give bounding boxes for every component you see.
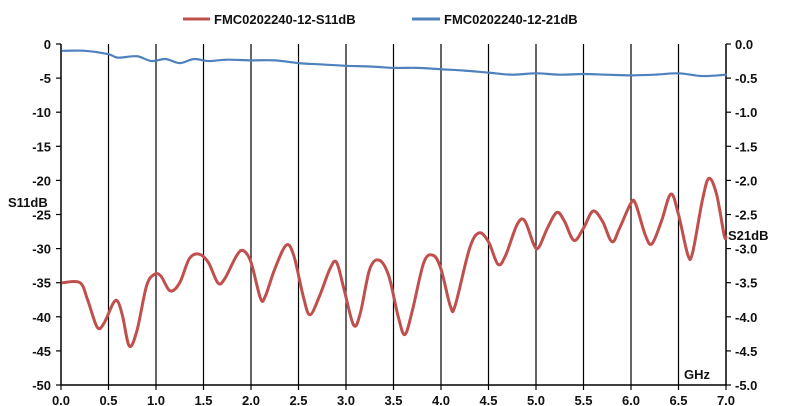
y-left-tick-label: -50 bbox=[32, 378, 51, 393]
y-left-tick-label: -30 bbox=[32, 242, 51, 257]
x-tick-label: 1.5 bbox=[194, 393, 212, 406]
y-right-tick-label: 0.0 bbox=[735, 37, 753, 52]
x-tick-label: 2.0 bbox=[242, 393, 260, 406]
axes bbox=[56, 43, 731, 390]
y-right-tick-label: -3.5 bbox=[735, 276, 757, 291]
x-tick-label: 3.5 bbox=[384, 393, 402, 406]
x-tick-label: 2.5 bbox=[289, 393, 307, 406]
x-tick-label: 0.0 bbox=[52, 393, 70, 406]
y-right-tick-label: -0.5 bbox=[735, 71, 757, 86]
y-right-tick-label: -1.5 bbox=[735, 139, 757, 154]
y-left-tick-label: 0 bbox=[44, 37, 51, 52]
series-line-s11 bbox=[61, 176, 728, 349]
y-right-tick-label: -2.0 bbox=[735, 173, 757, 188]
y-right-tick-label: -4.0 bbox=[735, 310, 757, 325]
y-right-tick-label: -1.0 bbox=[735, 105, 757, 120]
y-left-tick-label: -10 bbox=[32, 105, 51, 120]
x-tick-label: 5.5 bbox=[574, 393, 592, 406]
y-left-tick-label: -25 bbox=[32, 208, 51, 223]
x-tick-label: 0.5 bbox=[99, 393, 117, 406]
x-tick-label: 1.0 bbox=[147, 393, 165, 406]
x-tick-label: 7.0 bbox=[717, 393, 735, 406]
y-axis-title-right: S21dB bbox=[728, 228, 768, 243]
x-tick-label: 4.0 bbox=[432, 393, 450, 406]
plot-area bbox=[61, 49, 728, 349]
y-left-tick-label: -40 bbox=[32, 310, 51, 325]
y-left-tick-label: -35 bbox=[32, 276, 51, 291]
y-right-tick-label: -3.0 bbox=[735, 242, 757, 257]
y-left-tick-label: -45 bbox=[32, 344, 51, 359]
y-left-tick-label: -20 bbox=[32, 173, 51, 188]
y-right-tick-label: -2.5 bbox=[735, 208, 757, 223]
series-line-s21 bbox=[61, 49, 728, 78]
y-axis-title-left: S11dB bbox=[8, 195, 48, 210]
x-tick-label: 6.5 bbox=[669, 393, 687, 406]
y-left-tick-label: -5 bbox=[39, 71, 51, 86]
tick-labels: 0-5-10-15-20-25-30-35-40-45-500.0-0.5-1.… bbox=[32, 37, 757, 406]
y-left-tick-label: -15 bbox=[32, 139, 51, 154]
legend-label: FMC0202240-12-S11dB bbox=[214, 12, 356, 27]
x-tick-label: 3.0 bbox=[337, 393, 355, 406]
y-right-tick-label: -5.0 bbox=[735, 378, 757, 393]
legend: FMC0202240-12-S11dB FMC0202240-12-21dB bbox=[183, 12, 578, 27]
x-tick-label: 6.0 bbox=[622, 393, 640, 406]
grid bbox=[107, 44, 680, 385]
x-tick-label: 5.0 bbox=[527, 393, 545, 406]
x-tick-label: 4.5 bbox=[479, 393, 497, 406]
y-right-tick-label: -4.5 bbox=[735, 344, 757, 359]
x-axis-title: GHz bbox=[684, 367, 711, 382]
legend-label: FMC0202240-12-21dB bbox=[444, 12, 578, 27]
